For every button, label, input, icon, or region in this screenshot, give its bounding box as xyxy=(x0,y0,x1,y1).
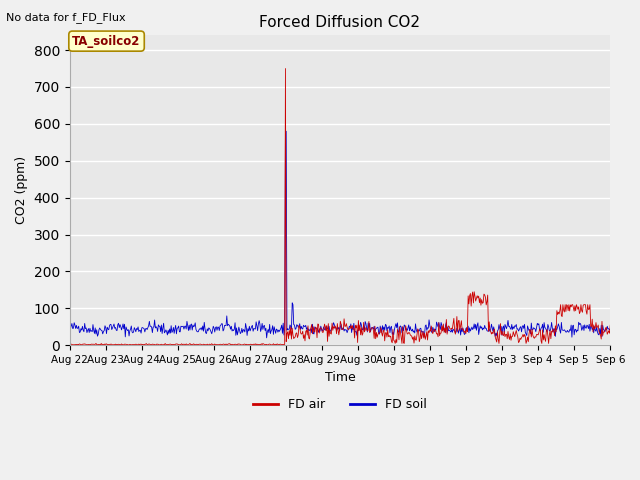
FD soil xyxy=(423,327,431,333)
FD air xyxy=(214,342,222,348)
Y-axis label: CO2 (ppm): CO2 (ppm) xyxy=(15,156,28,224)
FD soil xyxy=(76,330,83,336)
X-axis label: Time: Time xyxy=(324,371,355,384)
Title: Forced Diffusion CO2: Forced Diffusion CO2 xyxy=(259,15,420,30)
Text: No data for f_FD_Flux: No data for f_FD_Flux xyxy=(6,12,126,23)
FD air xyxy=(131,342,139,348)
Text: TA_soilco2: TA_soilco2 xyxy=(72,35,141,48)
FD air xyxy=(282,66,289,72)
FD air xyxy=(66,342,74,348)
FD soil xyxy=(186,327,194,333)
FD soil xyxy=(66,324,74,330)
FD soil xyxy=(282,128,289,134)
Line: FD air: FD air xyxy=(70,69,611,345)
FD soil xyxy=(407,327,415,333)
FD soil xyxy=(263,335,271,341)
FD soil xyxy=(131,326,139,332)
FD soil xyxy=(214,324,222,330)
FD air xyxy=(186,341,194,347)
Legend: FD air, FD soil: FD air, FD soil xyxy=(248,394,432,417)
FD air xyxy=(423,329,431,335)
FD air xyxy=(407,333,415,338)
Line: FD soil: FD soil xyxy=(70,131,611,338)
FD air xyxy=(264,342,272,348)
FD air xyxy=(76,341,83,347)
FD air xyxy=(607,323,614,328)
FD soil xyxy=(607,326,614,332)
